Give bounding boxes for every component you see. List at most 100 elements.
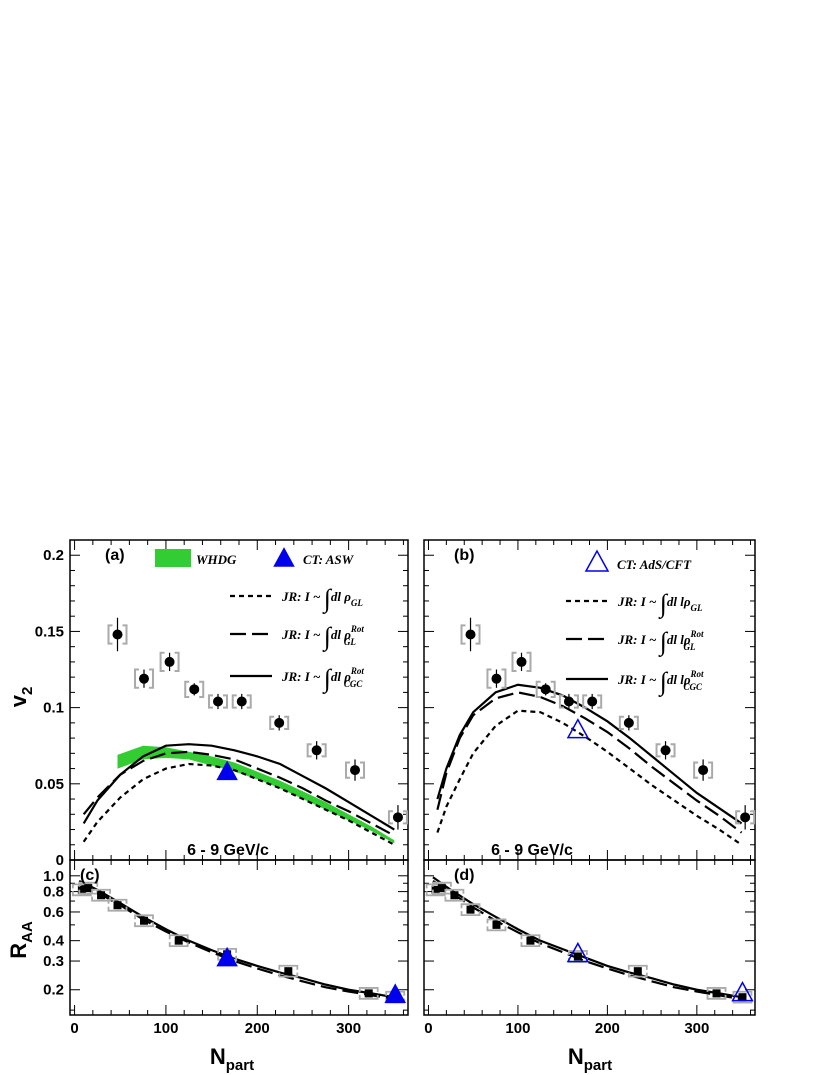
syst-bracket [486,926,507,932]
data-point [492,920,501,929]
integral-sign: ∫ [322,622,333,652]
syst-bracket [582,694,588,709]
x-tick-label: 300 [684,1020,709,1037]
y-tick-label: 0 [56,852,64,869]
model-curve-dashed [436,691,743,834]
syst-bracket [402,810,408,825]
legend-entry: JR: I ~ ∫dl ρRot CGC [281,664,364,694]
syst-bracket [222,694,228,709]
y-axis-title-v2: v2 [6,687,36,708]
syst-bracket [321,743,327,758]
syst-bracket [750,810,756,825]
model-curve-dotted [82,762,395,846]
data-point [112,629,123,640]
syst-bracket [184,680,190,698]
panel-label-b: (b) [454,547,474,564]
x-tick-label: 200 [595,1020,620,1037]
data-point [164,656,175,667]
legend-triangle-icon [584,549,610,572]
syst-bracket [597,694,603,709]
y-tick-label: 0.2 [43,982,64,999]
syst-bracket [134,914,154,920]
model-curve-dashed [82,750,395,837]
syst-bracket [246,694,252,709]
model-curve-dashed [432,880,742,1001]
legend-rest: dl lρ [667,632,691,647]
data-point [437,884,446,893]
syst-bracket [735,810,741,825]
syst-bracket [511,651,517,673]
legend-sub: CGC [344,679,364,689]
syst-bracket [284,715,290,730]
legend-sub: GL [351,598,363,608]
syst-bracket [670,743,676,758]
legend-entry: JR: I ~ ∫dl lρRot CGC [617,667,704,697]
data-point [174,936,183,945]
panel-label-d: (d) [454,867,474,884]
syst-bracket [526,651,532,673]
syst-bracket [501,668,507,689]
syst-bracket [107,898,128,904]
syst-bracket [134,922,154,928]
y-tick-label: 0.3 [43,953,64,970]
syst-bracket [358,987,379,992]
legend-sup: Rot [690,629,705,639]
syst-bracket [207,694,213,709]
syst-bracket [486,668,492,689]
x-axis-title-sub: part [226,1057,254,1074]
data-point [660,745,671,756]
y-axis-title-sub: 2 [19,687,36,695]
data-point [431,885,440,894]
ct-asw-marker [216,946,238,967]
data-point [311,745,322,756]
data-point [491,673,502,684]
legend-triangle-label: CT: ASW [303,552,355,567]
x-axis-title-sub: part [584,1057,612,1074]
data-point [77,885,86,894]
syst-bracket [78,881,99,887]
integral-sign: ∫ [322,584,333,614]
syst-bracket [431,881,452,887]
syst-bracket [122,624,128,645]
syst-bracket [107,906,128,912]
data-point [465,629,476,640]
data-point [236,696,247,707]
data-point [740,812,751,823]
data-point [138,673,149,684]
y-tick-label: 0.6 [43,904,64,921]
syst-bracket [567,950,588,956]
data-point [274,717,285,728]
y-tick-label: 0.05 [35,776,64,793]
legend-rest: dl ρ [331,589,351,604]
data-point [698,765,709,776]
x-tick-label: 100 [153,1020,178,1037]
data-point [284,967,293,976]
syst-bracket [199,680,205,698]
syst-bracket [168,942,189,948]
data-point [350,765,361,776]
energy-range-label: 6 - 9 GeV/c [187,842,269,859]
legend-sup: Rot [350,624,365,634]
legend-sup: Rot [350,666,365,676]
panel-label-c: (c) [80,867,100,884]
panel-c-raa: 0 100 200 300 0.2 0.3 0.4 0.6 0.81.0 (c) [43,859,409,1037]
syst-bracket [475,624,481,645]
y-tick-label: 0.2 [43,547,64,564]
x-tick-label: 0 [424,1020,432,1037]
syst-bracket [269,715,275,730]
x-axis-title-npart: Npart [568,1044,612,1074]
syst-bracket [148,668,154,689]
syst-bracket [358,994,379,1000]
legend-rest: dl ρ [331,669,351,684]
data-point [712,989,721,998]
y-axis-title-sub: AA [19,921,36,943]
syst-bracket [345,761,351,779]
integral-sign: ∫ [658,667,669,697]
y-tick-label: 0.15 [35,623,64,640]
syst-bracket [486,918,507,924]
y-tick-label: 0.4 [43,933,65,950]
data-point [587,696,598,707]
data-point [189,684,200,695]
data-point [623,717,634,728]
